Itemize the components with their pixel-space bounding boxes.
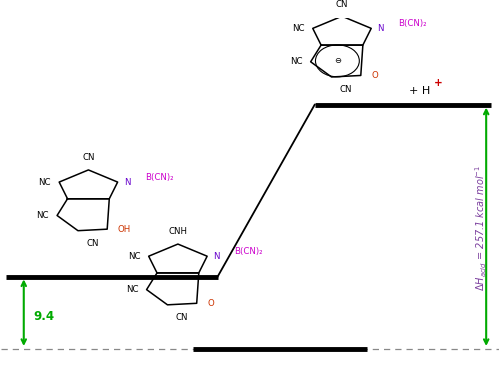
Text: B(CN)₂: B(CN)₂: [398, 19, 427, 28]
Polygon shape: [146, 273, 199, 305]
Text: N: N: [378, 24, 384, 33]
Text: NC: NC: [38, 178, 51, 187]
Text: ⊖: ⊖: [334, 56, 341, 66]
Text: B(CN)₂: B(CN)₂: [234, 247, 263, 256]
Text: CN: CN: [82, 153, 94, 162]
Text: NC: NC: [128, 252, 140, 261]
Text: O: O: [371, 71, 378, 80]
Text: N: N: [124, 178, 130, 187]
Text: CN: CN: [176, 313, 188, 322]
Text: NC: NC: [36, 211, 48, 220]
Text: NC: NC: [292, 24, 304, 33]
Text: B(CN)₂: B(CN)₂: [145, 173, 174, 182]
Text: CN: CN: [86, 239, 99, 248]
Polygon shape: [59, 170, 118, 199]
Text: CNH: CNH: [168, 227, 188, 237]
Text: NC: NC: [290, 57, 302, 66]
Text: O: O: [207, 299, 214, 308]
Text: + H: + H: [409, 86, 430, 96]
Text: CN: CN: [336, 0, 348, 9]
Polygon shape: [148, 244, 207, 273]
Text: +: +: [434, 78, 442, 88]
Text: CN: CN: [340, 85, 352, 94]
Text: OH: OH: [118, 225, 131, 234]
Text: $\Delta H_{acid}$ = 257.1 kcal mol$^{-1}$: $\Delta H_{acid}$ = 257.1 kcal mol$^{-1}…: [474, 165, 489, 291]
Polygon shape: [312, 16, 371, 45]
Polygon shape: [310, 45, 363, 77]
Text: 9.4: 9.4: [34, 310, 55, 323]
Polygon shape: [57, 199, 110, 231]
Text: N: N: [214, 252, 220, 261]
Text: NC: NC: [126, 285, 138, 294]
